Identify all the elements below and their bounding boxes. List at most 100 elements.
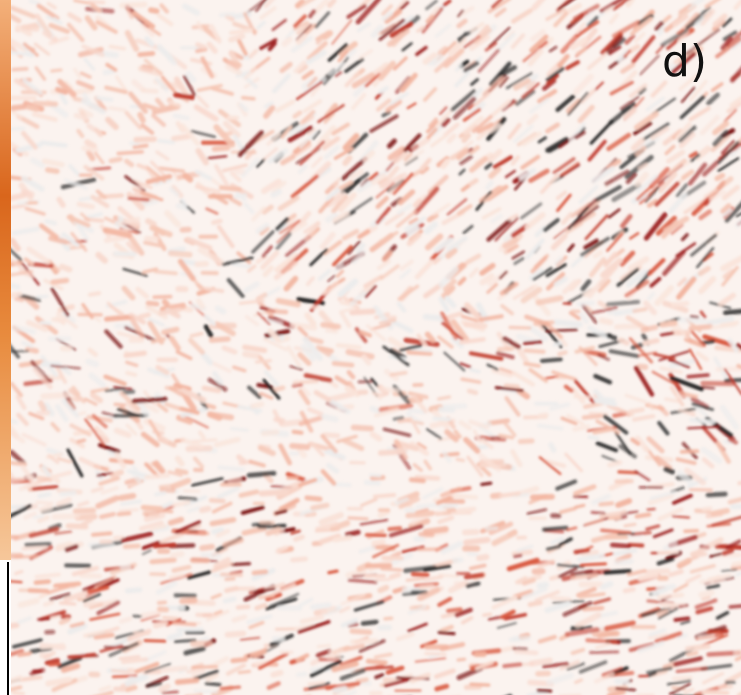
streak	[23, 547, 45, 548]
streak	[210, 415, 219, 418]
streak	[125, 546, 138, 547]
streak	[43, 645, 63, 648]
streak	[408, 513, 432, 515]
streak	[79, 204, 92, 207]
streak	[730, 606, 741, 607]
streak	[191, 334, 201, 336]
streak	[701, 593, 711, 595]
streak	[464, 135, 469, 140]
streak	[115, 415, 147, 416]
streak	[426, 317, 442, 318]
streak	[439, 397, 450, 399]
streak	[675, 618, 688, 620]
streak	[581, 564, 605, 565]
streak	[471, 181, 476, 184]
streak	[662, 323, 675, 325]
streak	[500, 435, 512, 437]
streak	[226, 588, 236, 590]
streak	[249, 473, 274, 475]
streak	[24, 192, 32, 194]
streak	[592, 512, 604, 513]
streak	[469, 554, 477, 555]
streak	[176, 95, 193, 98]
streak	[197, 264, 206, 265]
streak	[382, 569, 401, 570]
streak	[487, 528, 497, 529]
streak	[169, 634, 180, 638]
streak	[552, 598, 569, 600]
streak	[717, 176, 723, 179]
streak	[87, 142, 94, 146]
streak	[334, 363, 352, 365]
streak	[380, 588, 386, 591]
streak	[147, 475, 168, 477]
streak	[471, 684, 489, 685]
streak	[78, 440, 84, 442]
streak	[238, 607, 248, 608]
streak	[221, 687, 239, 688]
streak	[182, 200, 185, 206]
streak	[231, 30, 251, 33]
streak	[284, 39, 289, 44]
streak	[587, 640, 615, 642]
streak	[469, 391, 476, 393]
streak	[584, 608, 602, 609]
streak	[514, 649, 526, 650]
streak	[376, 675, 383, 677]
streak	[115, 404, 124, 405]
streak	[220, 467, 244, 469]
streak	[575, 427, 588, 430]
streak	[325, 435, 338, 436]
streak	[542, 359, 561, 361]
streak	[45, 161, 63, 164]
streak	[591, 652, 618, 653]
streak	[162, 490, 173, 491]
streak	[372, 408, 378, 411]
streak	[347, 532, 358, 534]
streak	[179, 498, 195, 499]
streak	[520, 441, 532, 442]
streak	[38, 296, 47, 297]
streak	[294, 432, 302, 433]
streak	[243, 98, 254, 99]
streak	[35, 103, 56, 104]
streak	[708, 494, 725, 495]
streak	[156, 623, 165, 626]
streak	[179, 418, 190, 422]
streak	[465, 532, 477, 533]
streak	[609, 336, 615, 338]
panel-label: d)	[662, 36, 707, 87]
streak	[371, 475, 380, 476]
streak	[79, 502, 87, 505]
streak	[361, 332, 370, 335]
streak	[318, 646, 329, 647]
streak	[457, 459, 463, 460]
streak	[121, 619, 130, 622]
streak	[407, 510, 414, 511]
streak	[411, 480, 423, 481]
streak	[14, 693, 24, 694]
streak	[110, 108, 125, 110]
streak	[40, 494, 49, 496]
streak	[335, 538, 350, 540]
streak	[352, 631, 370, 632]
streak	[407, 579, 423, 581]
streak	[686, 690, 693, 693]
streak	[680, 320, 704, 321]
streak	[699, 637, 712, 638]
streak	[76, 510, 94, 511]
streak	[294, 385, 302, 386]
streak	[618, 501, 629, 505]
streak	[117, 431, 129, 435]
streak	[88, 362, 96, 365]
streak	[354, 427, 372, 428]
streak	[380, 512, 387, 516]
streak	[154, 297, 170, 298]
streak	[564, 303, 571, 304]
streak	[602, 530, 630, 533]
streak	[375, 495, 394, 497]
streak	[42, 143, 65, 146]
streak	[234, 617, 245, 620]
streak	[58, 89, 66, 92]
streak	[129, 198, 148, 200]
